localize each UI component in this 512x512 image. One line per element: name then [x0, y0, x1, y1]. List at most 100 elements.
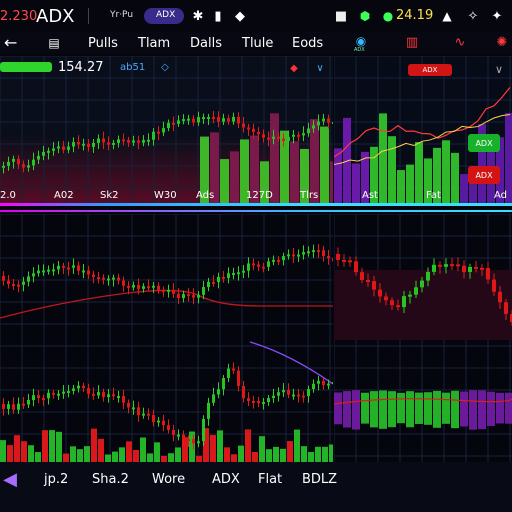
candle: [152, 131, 155, 140]
sun-icon[interactable]: ✺: [496, 34, 508, 50]
shield-icon[interactable]: ⬢: [359, 9, 371, 23]
diamond-icon[interactable]: ◇: [161, 61, 169, 73]
candle: [7, 404, 10, 409]
candle: [27, 400, 30, 405]
candle: [426, 271, 430, 281]
red-arrow-icon[interactable]: ◆: [290, 62, 298, 74]
volume-bar: [379, 113, 387, 206]
globe-icon[interactable]: ◉: [355, 34, 367, 48]
candle: [177, 434, 180, 437]
bottom-label[interactable]: ADX: [212, 472, 240, 487]
candle: [360, 272, 364, 280]
chevron-down-icon[interactable]: ∨: [316, 62, 324, 74]
volume-bar: [343, 117, 351, 206]
candle: [332, 258, 333, 262]
grid-icon[interactable]: ▤: [48, 36, 60, 50]
candle: [292, 134, 295, 137]
candle: [167, 289, 170, 292]
candle: [57, 393, 60, 396]
symbol-pill[interactable]: [144, 8, 184, 24]
candle: [267, 261, 270, 267]
chevron-down-icon[interactable]: ∨: [494, 62, 504, 76]
candle: [202, 287, 205, 295]
bottom-label[interactable]: Flat: [258, 472, 283, 487]
play-icon[interactable]: ◀: [3, 468, 17, 490]
candle: [77, 385, 80, 389]
candle: [378, 289, 382, 297]
candle: [12, 404, 15, 410]
dice-icon[interactable]: ◆: [235, 8, 245, 24]
chat-icon[interactable]: ▮: [214, 8, 222, 24]
candle: [57, 265, 60, 270]
candle: [402, 296, 406, 308]
candle: [348, 260, 352, 263]
volume-bar: [217, 430, 223, 462]
tab-pulls[interactable]: Pulls: [88, 36, 118, 51]
candle: [242, 123, 245, 128]
candle: [37, 155, 40, 160]
candle: [187, 438, 190, 441]
candle: [354, 261, 358, 273]
sun-icon[interactable]: ✱: [192, 8, 204, 24]
candle: [227, 368, 230, 379]
candle: [202, 418, 205, 442]
volume-bar: [133, 449, 139, 462]
green-badge[interactable]: ADX: [468, 134, 500, 152]
adx-button[interactable]: ADX: [408, 64, 452, 76]
candle: [12, 284, 15, 287]
bottom-label[interactable]: jp.2: [44, 472, 69, 487]
candle: [372, 281, 376, 290]
leaf-icon[interactable]: ●: [382, 9, 394, 23]
lock-icon[interactable]: ■: [334, 8, 348, 24]
candle: [292, 254, 295, 257]
candle: [307, 389, 310, 397]
bell-icon[interactable]: ▲: [442, 9, 452, 23]
ma-line: [0, 289, 333, 319]
candle: [22, 281, 25, 285]
volume-bar: [105, 454, 111, 462]
wave-icon[interactable]: ∿: [454, 34, 466, 50]
candle: [267, 137, 270, 140]
candle: [137, 140, 140, 143]
volume-bar: [175, 447, 181, 462]
candle: [107, 142, 110, 145]
axis-label: Ads: [196, 190, 215, 201]
volume-bar: [84, 446, 90, 462]
candle: [302, 133, 305, 136]
settings-icon[interactable]: ✦: [491, 8, 503, 24]
symbol-label[interactable]: ADX: [36, 6, 75, 27]
header-left-badge: ab51: [120, 62, 146, 73]
candle: [117, 277, 120, 281]
candle: [102, 277, 105, 280]
tab-dalls[interactable]: Dalls: [190, 36, 222, 51]
candle: [82, 270, 85, 273]
candle: [474, 266, 478, 269]
volume-bar: [266, 449, 272, 462]
volume-bar: [397, 392, 405, 424]
tab-tlam[interactable]: Tlam: [138, 36, 171, 51]
candles-icon[interactable]: ▥: [405, 34, 419, 50]
volume-bar: [270, 113, 279, 206]
candle: [12, 158, 15, 162]
volume-bar: [478, 390, 486, 430]
back-arrow[interactable]: ←: [4, 33, 18, 52]
volume-bar: [70, 446, 76, 462]
red-badge[interactable]: ADX: [468, 166, 500, 184]
candle: [87, 270, 90, 275]
bottom-label[interactable]: Wore: [152, 472, 186, 487]
tab-tlule[interactable]: Tlule: [242, 36, 274, 51]
candle: [486, 268, 490, 280]
candle: [62, 391, 65, 394]
candle: [142, 139, 145, 143]
volume-bar: [505, 392, 512, 424]
candle: [468, 266, 472, 273]
tab-eods[interactable]: Eods: [292, 36, 324, 51]
bottom-label[interactable]: BDLZ: [302, 472, 338, 487]
volume-bar: [330, 161, 333, 206]
volume-bar: [220, 159, 229, 206]
candle: [217, 389, 220, 395]
volume-bar: [260, 161, 269, 206]
bottom-label[interactable]: Sha.2: [92, 472, 129, 487]
candle: [322, 250, 325, 257]
star-icon[interactable]: ✧: [467, 8, 479, 24]
